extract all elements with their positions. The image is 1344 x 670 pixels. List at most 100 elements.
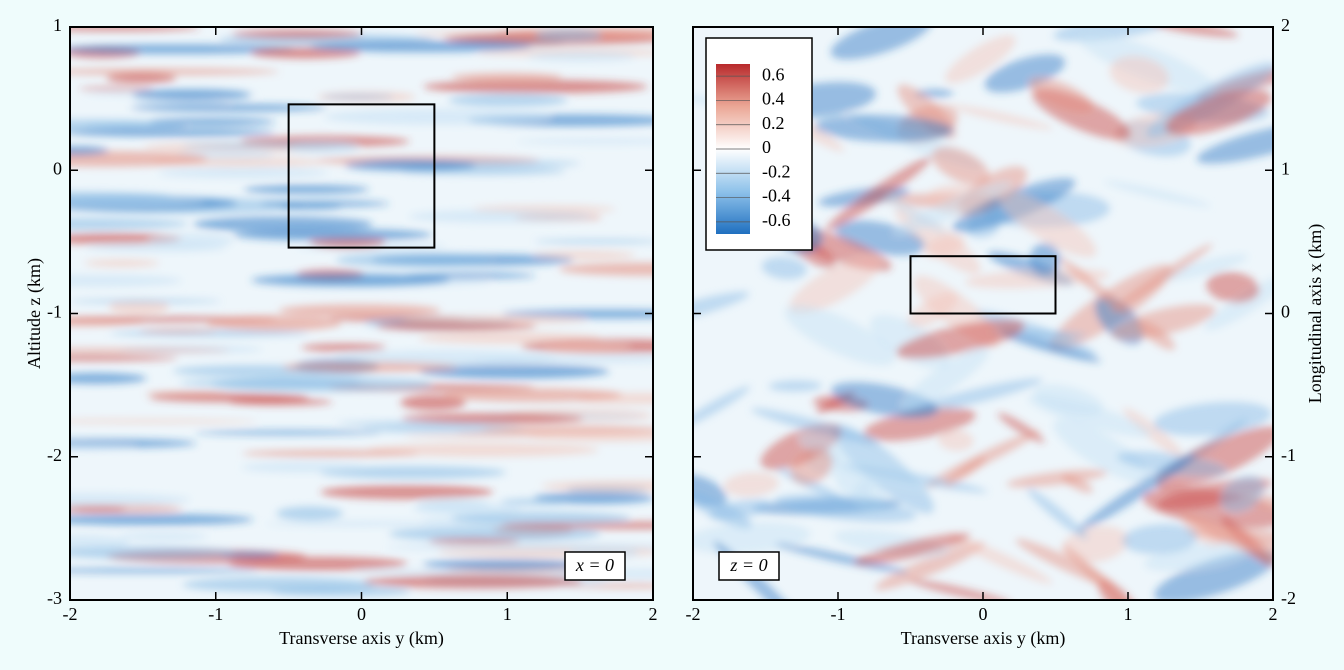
y2-axis-label: Longitudinal axis x (km) [1305,224,1326,403]
field-streak [84,259,159,267]
annotation: x = 0 [575,555,614,575]
field-streak [408,209,592,223]
field-streak [1029,242,1061,276]
field-streak [195,430,382,435]
field-streak [401,315,588,325]
field-streak [1165,89,1272,136]
field-streak [472,355,653,364]
field-streak [70,217,189,230]
field-streak [70,348,231,353]
x-axis-label: Transverse axis y (km) [901,628,1066,649]
field-streak [542,342,631,352]
field-streak [401,413,584,424]
field-streak [1144,542,1252,572]
field-streak [351,569,467,575]
y2-tick-label: -1 [1281,445,1296,465]
field-streak [182,576,376,593]
x-tick-label: 1 [1124,604,1133,624]
field-streak [1104,180,1211,207]
field-streak [386,544,602,551]
field-streak [70,505,127,513]
field-streak [70,299,221,304]
field-streak [814,114,954,143]
field-streak [1154,550,1273,600]
field-streak [944,456,987,487]
y-tick-label: -2 [47,445,62,465]
field-streak [784,305,896,366]
field-streak [1110,304,1216,340]
field-streak [423,79,648,94]
field-streak [901,347,990,410]
field-streak [1001,332,1101,363]
field-streak [946,533,1053,584]
x-tick-label: -2 [686,604,701,624]
field-streak [1029,77,1094,114]
x-tick-label: -1 [831,604,846,624]
field-streak [1122,524,1198,555]
field-streak [1110,243,1213,313]
field-streak [70,372,147,384]
field-streak [259,200,390,207]
field-streak [367,443,599,457]
field-streak [998,191,1097,258]
field-streak [388,525,602,542]
field-streak [105,73,177,84]
field-streak [70,317,146,327]
field-streak [70,513,254,526]
field-streak [825,156,932,231]
field-streak [278,304,441,317]
field-streak [830,27,932,60]
field-streak [70,27,200,32]
field-streak [70,354,179,362]
field-streak [324,108,552,125]
field-streak [1015,538,1117,588]
y2-tick-label: 2 [1281,15,1290,35]
field-streak [863,407,976,442]
field-streak [1109,56,1170,94]
field-streak [70,44,295,55]
field-streak [145,391,228,396]
y-axis-label: Altitude z (km) [24,258,45,369]
y-tick-label: 0 [53,158,62,178]
x-tick-label: -1 [208,604,223,624]
colorbar-tick-label: 0.4 [762,89,785,109]
field-streak [70,568,259,573]
field-streak [450,511,631,525]
field-streak [79,86,155,92]
field-streak [558,262,653,276]
annotation-box [564,551,626,581]
field-streak [534,239,653,244]
field-streak [480,426,653,432]
field-streak [937,429,974,451]
y2-tick-label: 0 [1281,302,1290,322]
field-streak [228,398,333,406]
field-streak [1149,27,1239,38]
field-streak [242,449,419,457]
field-streak [440,388,623,402]
field-streak [896,319,1025,359]
field-streak [70,274,182,287]
field-streak [149,117,276,126]
field-streak [231,29,363,39]
field-streak [360,426,527,433]
field-streak [541,480,653,492]
colorbar-tick-label: -0.2 [762,161,791,181]
field-streak [320,485,494,500]
field-streak [448,94,568,107]
field-streak [265,521,449,527]
field-streak [131,88,252,101]
field-streak [335,252,495,268]
field-streak [534,29,603,42]
field-streak [495,27,653,40]
field-streak [70,145,109,156]
field-streak [854,533,971,565]
field-streak [798,433,929,493]
y-tick-label: -3 [47,588,62,608]
field-streak [693,488,752,529]
field-streak [232,228,433,241]
x-tick-label: -2 [63,604,78,624]
field-streak [1204,273,1273,331]
field-streak [1033,384,1104,416]
y-tick-label: -1 [47,302,62,322]
field-streak [893,181,1012,235]
